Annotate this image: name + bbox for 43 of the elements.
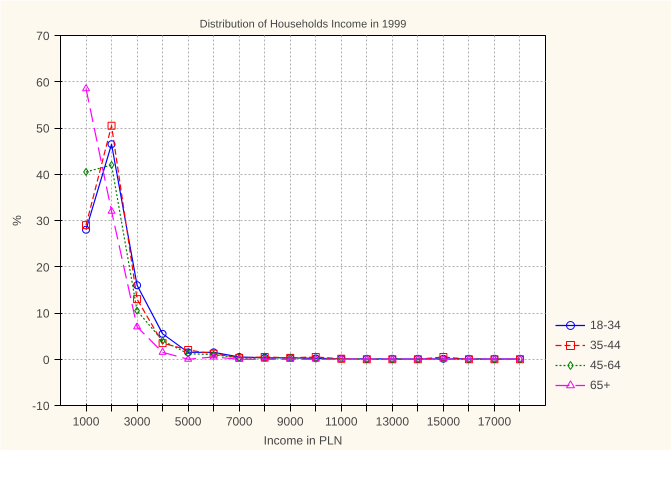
y-tick-label: -10 (32, 399, 50, 413)
x-tick-label: 5000 (174, 414, 202, 428)
point (184, 354, 192, 362)
x-tick-label: 1000 (72, 414, 100, 428)
y-axis-title: % (10, 214, 24, 226)
point (82, 84, 90, 92)
x-tick-label: 9000 (276, 414, 304, 428)
legend-label: 65+ (590, 378, 610, 392)
point (158, 339, 167, 348)
legend-label: 35-44 (590, 338, 621, 352)
point (184, 346, 192, 354)
y-tick-label: 50 (36, 122, 50, 136)
y-tick-label: 30 (36, 214, 50, 228)
y-tick-label: 10 (36, 306, 50, 320)
point (134, 306, 140, 315)
y-tick-label: 60 (36, 75, 50, 90)
x-axis-title: Income in PLN (264, 434, 342, 448)
point (133, 322, 142, 330)
x-tick-label: 13000 (376, 414, 410, 428)
point (158, 330, 167, 338)
x-tick-label: 7000 (226, 414, 253, 428)
point (108, 122, 116, 130)
y-tick-label: 70 (36, 29, 50, 43)
point (158, 348, 167, 355)
y-tick-label: 0 (42, 352, 50, 367)
chart-title: Distribution of Households Income in 1999 (200, 18, 406, 30)
point (82, 226, 90, 234)
x-tick-label: 15000 (426, 414, 460, 428)
point (160, 336, 166, 345)
legend-label: 18-34 (590, 318, 621, 332)
point (108, 161, 114, 169)
x-tick-label: 11000 (325, 414, 358, 428)
point (83, 168, 89, 176)
y-tick-label: 20 (36, 260, 50, 274)
legend-label: 45-64 (590, 358, 621, 372)
x-tick-label: 17000 (478, 414, 512, 428)
point (108, 206, 116, 214)
point (108, 140, 116, 148)
x-tick-label: 3000 (124, 414, 151, 428)
point (82, 221, 90, 230)
y-tick-label: 40 (36, 168, 50, 182)
point (133, 295, 142, 304)
point (133, 281, 142, 290)
